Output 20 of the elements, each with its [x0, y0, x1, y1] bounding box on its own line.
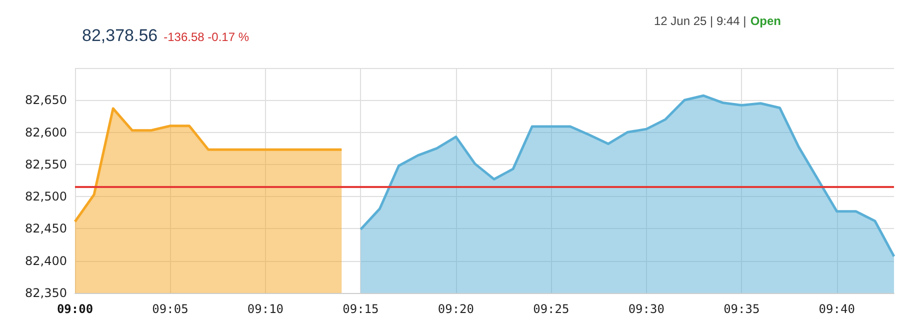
x-tick-label: 09:15 — [342, 302, 379, 316]
y-tick-label: 82,600 — [25, 125, 67, 140]
y-tick-label: 82,500 — [25, 190, 67, 204]
x-tick-label: 09:25 — [533, 302, 570, 316]
x-tick-label: 09:40 — [818, 302, 855, 316]
y-tick-label: 82,450 — [25, 222, 67, 236]
chart-title: 82,378.56 — [82, 26, 158, 46]
y-tick-label: 82,400 — [25, 254, 67, 268]
x-tick-label: 09:30 — [628, 302, 664, 316]
text: -136.58 -0.17 % — [164, 30, 250, 44]
x-tick-label: 09:10 — [247, 302, 284, 316]
text: 12 Jun 25 | 9:44 | — [654, 14, 746, 28]
x-tick-label: 09:20 — [438, 302, 474, 316]
x-tick-label: 09:05 — [152, 302, 188, 316]
y-tick-label: 82,350 — [25, 286, 67, 300]
x-tick-label: 09:00 — [56, 302, 94, 316]
x-tick-label: 09:35 — [724, 302, 760, 316]
text: Open — [750, 14, 781, 28]
y-tick-label: 82,650 — [25, 93, 67, 108]
y-tick-label: 82,550 — [25, 157, 67, 172]
